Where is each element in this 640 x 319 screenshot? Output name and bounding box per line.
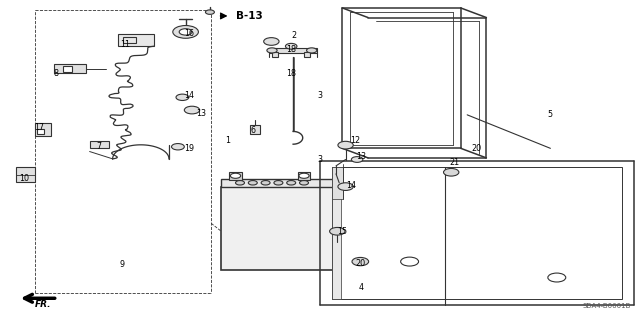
Bar <box>229 172 242 180</box>
Circle shape <box>444 168 459 176</box>
Text: 13: 13 <box>356 152 367 161</box>
Text: 7: 7 <box>97 142 102 151</box>
Circle shape <box>184 106 200 114</box>
Circle shape <box>176 94 189 100</box>
Text: B-13: B-13 <box>236 11 262 21</box>
Bar <box>221 179 333 187</box>
Circle shape <box>351 157 363 162</box>
Text: 17: 17 <box>35 123 45 132</box>
Circle shape <box>264 38 279 45</box>
Bar <box>54 64 86 73</box>
Bar <box>332 167 622 299</box>
Circle shape <box>179 29 192 35</box>
Text: 4: 4 <box>359 283 364 292</box>
Circle shape <box>274 181 283 185</box>
Circle shape <box>236 181 244 185</box>
Text: FR.: FR. <box>35 300 52 309</box>
Text: 12: 12 <box>350 136 360 145</box>
Text: 6: 6 <box>250 126 255 135</box>
Circle shape <box>173 26 198 38</box>
Circle shape <box>330 227 345 235</box>
Bar <box>332 167 343 199</box>
Circle shape <box>352 257 369 266</box>
Text: 5: 5 <box>548 110 553 119</box>
Text: 9: 9 <box>119 260 124 269</box>
Circle shape <box>248 181 257 185</box>
Bar <box>16 167 35 182</box>
Circle shape <box>205 10 214 14</box>
Text: 13: 13 <box>196 109 207 118</box>
Circle shape <box>172 144 184 150</box>
Circle shape <box>267 48 277 53</box>
Text: 14: 14 <box>346 181 356 189</box>
Bar <box>250 125 260 134</box>
Text: 10: 10 <box>19 174 29 183</box>
Text: 3: 3 <box>317 155 323 164</box>
Bar <box>123 37 136 43</box>
Circle shape <box>300 181 308 185</box>
Circle shape <box>307 48 317 53</box>
Bar <box>37 129 44 134</box>
Bar <box>272 52 278 57</box>
Circle shape <box>548 273 566 282</box>
Circle shape <box>287 181 296 185</box>
Circle shape <box>285 43 297 49</box>
Text: SDA4-B0601B: SDA4-B0601B <box>582 303 630 309</box>
Text: 16: 16 <box>184 29 194 38</box>
Bar <box>118 34 154 46</box>
Bar <box>304 52 310 57</box>
Text: 1: 1 <box>225 136 230 145</box>
Text: 14: 14 <box>184 91 194 100</box>
Circle shape <box>299 173 309 178</box>
Text: 2: 2 <box>292 31 297 40</box>
Bar <box>63 66 72 72</box>
Text: 19: 19 <box>184 144 194 153</box>
Bar <box>332 167 341 299</box>
Bar <box>221 187 333 270</box>
Text: 3: 3 <box>317 91 323 100</box>
Text: 20: 20 <box>472 144 482 153</box>
Circle shape <box>401 257 419 266</box>
Text: 18: 18 <box>286 69 296 78</box>
Text: 21: 21 <box>449 158 460 167</box>
Text: 20: 20 <box>355 259 365 268</box>
Circle shape <box>338 183 353 190</box>
Text: 18: 18 <box>286 45 296 54</box>
Bar <box>269 48 317 53</box>
Text: 15: 15 <box>337 227 348 236</box>
Text: 8: 8 <box>54 69 59 78</box>
Circle shape <box>261 181 270 185</box>
Bar <box>35 123 51 136</box>
Circle shape <box>338 141 353 149</box>
Text: 11: 11 <box>120 40 130 49</box>
Bar <box>298 172 310 180</box>
Bar <box>90 141 109 148</box>
Circle shape <box>230 173 241 178</box>
